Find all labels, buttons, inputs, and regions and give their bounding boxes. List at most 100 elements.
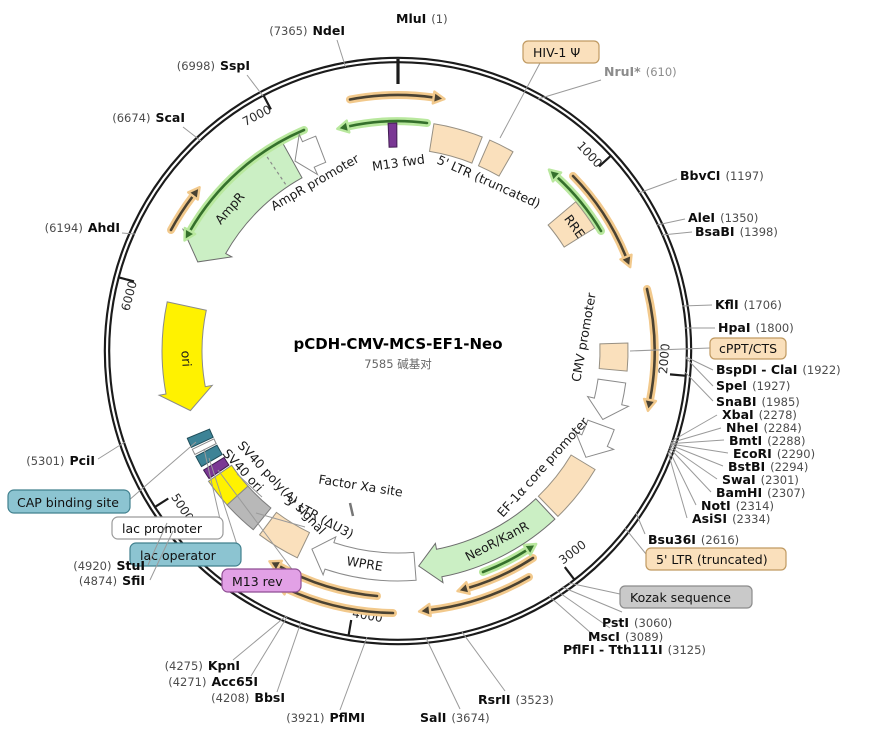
svg-text:(7365)NdeI: (7365) NdeI (269, 23, 345, 38)
label-m13-fwd[interactable]: M13 fwd (371, 151, 426, 173)
feature-ori[interactable] (157, 301, 214, 412)
callout-m13-rev[interactable]: M13 rev (232, 574, 283, 589)
label-cmv-promoter[interactable]: CMV promoter (568, 291, 599, 383)
site-pcii[interactable]: (5301) PciI (26, 441, 126, 468)
feature-hiv1-psi[interactable] (477, 139, 514, 177)
feature-wpre[interactable] (311, 535, 417, 582)
feature-5ltr-truncated[interactable] (428, 123, 483, 164)
site-pflmi[interactable]: (3921) PflMI (286, 636, 368, 725)
plasmid-size: 7585 碱基对 (364, 357, 432, 371)
site-rsrii[interactable]: RsrII (3523) (461, 631, 554, 707)
site-nrui[interactable]: NruI* (610) (537, 64, 677, 100)
site-nhei[interactable]: NheI (2284) (671, 420, 802, 444)
feature-ef1a-core-promoter[interactable] (574, 419, 616, 458)
site-noti[interactable]: NotI (2314) (668, 449, 774, 513)
site-bsu36i[interactable]: Bsu36I (2616) (635, 512, 739, 547)
site-kfli[interactable]: KflI (1706) (681, 297, 782, 312)
feature-rre[interactable] (547, 201, 596, 248)
feature-lac-promoter[interactable] (191, 438, 217, 456)
feature-cppt-cts[interactable] (598, 342, 629, 372)
svg-text:(4874)SfiI: (4874) SfiI (79, 573, 145, 588)
callout-lac-promoter[interactable]: lac promoter (122, 521, 203, 536)
svg-text:HpaI(1800): HpaI (1800) (718, 320, 794, 335)
site-stui[interactable]: (4920) StuI (73, 522, 168, 573)
site-asisi[interactable]: AsiSI (2334) (667, 451, 770, 526)
feature-factor-xa[interactable] (348, 502, 355, 517)
callout-5ltr-truncated[interactable]: 5' LTR (truncated) (656, 552, 768, 567)
site-pflfi-tth111i[interactable]: PflFI - Tth111I (3125) (548, 595, 706, 657)
svg-text:Bsu36I(2616): Bsu36I (2616) (648, 532, 739, 547)
callout-cap-binding-site[interactable]: CAP binding site (17, 495, 119, 510)
site-bsabi[interactable]: BsaBI (1398) (661, 224, 778, 239)
site-swai[interactable]: SwaI (2301) (669, 446, 799, 487)
svg-text:(3921)PflMI: (3921) PflMI (286, 710, 365, 725)
label-ori[interactable]: ori (178, 350, 194, 367)
green-arrowhead (183, 226, 197, 242)
svg-text:(6998)SspI: (6998) SspI (177, 58, 250, 73)
feature-5ltr-truncated-2[interactable] (537, 454, 596, 518)
site-snabi[interactable]: SnaBI (1985) (684, 371, 800, 409)
svg-text:(5301)PciI: (5301) PciI (26, 453, 95, 468)
site-scai[interactable]: (6674) ScaI (112, 110, 202, 142)
features (157, 122, 630, 584)
feature-neor-kanr[interactable] (417, 497, 556, 584)
site-bamhi[interactable]: BamHI (2307) (669, 447, 806, 500)
tick-3000: 3000 (556, 537, 589, 567)
ampr-strand-arrow (183, 126, 308, 242)
svg-text:(4920)StuI: (4920) StuI (73, 558, 145, 573)
feature-m13-fwd[interactable] (387, 122, 398, 148)
callout-kozak[interactable]: Kozak sequence (630, 590, 731, 605)
label-wpre[interactable]: WPRE (346, 553, 384, 574)
site-ahdi[interactable]: (6194) AhdI (45, 220, 136, 235)
svg-text:KflI(1706): KflI (1706) (715, 297, 782, 312)
callout-hiv1-psi[interactable]: HIV-1 Ψ (533, 45, 580, 60)
svg-text:MscI(3089): MscI (3089) (588, 629, 663, 644)
site-bstbi[interactable]: BstBI (2294) (670, 444, 808, 474)
svg-text:SpeI(1927): SpeI (1927) (716, 378, 790, 393)
site-bbvci[interactable]: BbvCI (1197) (638, 168, 764, 194)
site-psti[interactable]: PstI (3060) (561, 586, 672, 630)
site-spei[interactable]: SpeI (1927) (685, 357, 790, 393)
plasmid-name: pCDH-CMV-MCS-EF1-Neo (293, 335, 502, 353)
site-sspi[interactable]: (6998) SspI (177, 58, 264, 97)
feature-cmv-promoter[interactable] (586, 378, 630, 421)
site-alei[interactable]: AleI (1350) (656, 210, 758, 226)
site-ecori[interactable]: EcoRI (2290) (670, 443, 815, 461)
site-hpai[interactable]: HpaI (1800) (685, 320, 794, 335)
green-arrowhead (336, 119, 351, 134)
feature-cap-binding-site[interactable] (186, 428, 214, 449)
site-kpni[interactable]: (4275) KpnI (165, 615, 287, 673)
restriction-sites: MluI (1) (7365) NdeI (6998) SspI (6674) ScaI… (26, 11, 840, 725)
site-bspdi-clai[interactable]: BspDI - ClaI (1922) (685, 356, 841, 377)
feature-lac-operator[interactable] (195, 444, 223, 468)
site-sali[interactable]: SalI (3674) (420, 637, 490, 725)
site-bbsi[interactable]: (4208) BbsI (211, 621, 302, 705)
site-msci[interactable]: MscI (3089) (556, 590, 663, 644)
svg-text:PstI(3060): PstI (3060) (602, 615, 672, 630)
callout-cppt-cts[interactable]: cPPT/CTS (719, 341, 777, 356)
svg-text:NheI(2284): NheI (2284) (726, 420, 802, 435)
svg-text:(6674)ScaI: (6674) ScaI (112, 110, 185, 125)
feature-3ltr-du3[interactable] (258, 511, 311, 559)
svg-text:BstBI(2294): BstBI (2294) (728, 459, 808, 474)
svg-text:BbvCI(1197): BbvCI (1197) (680, 168, 764, 183)
svg-text:(4208)BbsI: (4208) BbsI (211, 690, 285, 705)
site-acc65i[interactable]: (4271) Acc65I (168, 616, 288, 689)
site-ndei[interactable]: (7365) NdeI (269, 23, 346, 68)
orange-arrowhead (619, 253, 633, 269)
label-factor-xa[interactable]: Factor Xa site (318, 471, 405, 499)
site-bmti[interactable]: BmtI (2288) (670, 433, 806, 448)
orange-arrowhead (268, 559, 284, 573)
svg-text:BmtI(2288): BmtI (2288) (729, 433, 805, 448)
svg-text:NruI*(610): NruI* (610) (604, 64, 677, 79)
site-xbai[interactable]: XbaI (2278) (671, 407, 797, 442)
green-arrowhead (522, 542, 538, 557)
green-arrowhead (547, 168, 563, 183)
site-mlui[interactable]: MluI (1) (396, 11, 448, 84)
callout-lac-operator[interactable]: lac operator (140, 548, 217, 563)
feature-ampr-promoter[interactable] (294, 132, 327, 176)
site-sfii[interactable]: (4874) SfiI (79, 530, 174, 588)
svg-text:AleI(1350): AleI (1350) (688, 210, 758, 225)
svg-text:SwaI(2301): SwaI (2301) (722, 472, 799, 487)
svg-text:XbaI(2278): XbaI (2278) (722, 407, 797, 422)
